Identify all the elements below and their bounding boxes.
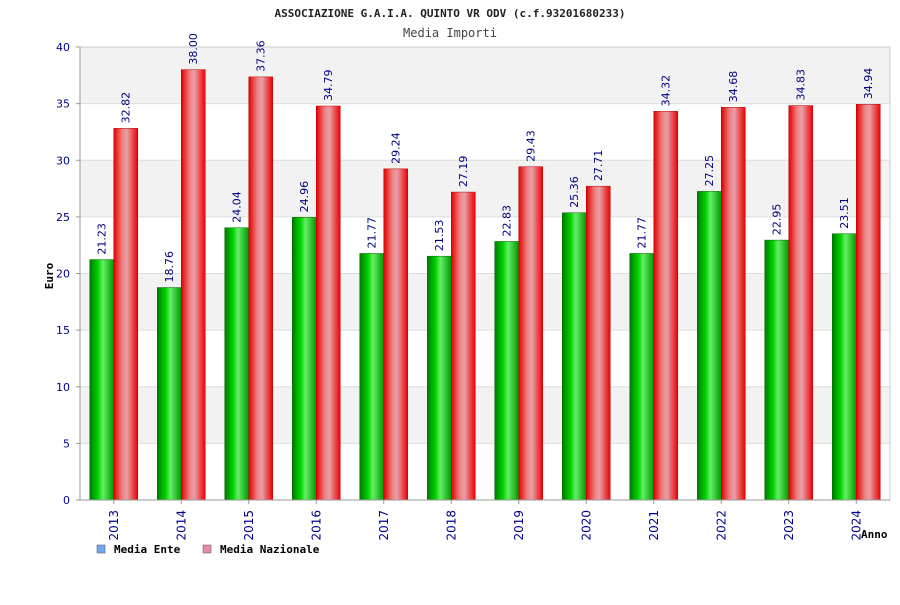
grid-band [80, 443, 890, 500]
grid-band [80, 47, 890, 104]
bar-nazionale [788, 105, 813, 501]
data-label-nazionale: 34.94 [862, 68, 875, 100]
grid-band [80, 103, 890, 161]
x-tick-label: 2015 [242, 510, 256, 541]
grid-band [80, 386, 890, 444]
x-tick-label: 2019 [512, 510, 526, 541]
x-tick-label: 2014 [174, 510, 188, 541]
bar-nazionale [181, 69, 206, 501]
data-label-nazionale: 32.82 [120, 92, 133, 124]
x-tick-label: 2022 [714, 510, 728, 541]
legend-label-ente: Media Ente [114, 543, 181, 556]
y-tick-label: 10 [56, 381, 70, 394]
y-tick-label: 35 [56, 98, 70, 111]
y-tick-label: 25 [56, 211, 70, 224]
x-tick-label: 2020 [579, 510, 593, 541]
data-label-nazionale: 29.43 [525, 130, 538, 162]
bar-ente [427, 255, 452, 501]
x-tick-label: 2016 [309, 510, 323, 541]
data-label-nazionale: 34.68 [727, 71, 740, 103]
x-tick-label: 2021 [647, 510, 661, 541]
bar-nazionale [451, 191, 476, 501]
x-tick-label: 2013 [107, 510, 121, 541]
bars [89, 69, 881, 501]
x-tick-label: 2023 [782, 510, 796, 541]
data-label-nazionale: 34.83 [795, 69, 808, 101]
data-labels: 21.23 32.82 18.76 38.00 24.04 37.36 24.96 34.79… [96, 33, 876, 282]
y-tick-label: 20 [56, 268, 70, 281]
legend: Media Ente Media Nazionale [96, 543, 320, 556]
grid-bands [80, 47, 890, 500]
y-axis-label: Euro [43, 262, 56, 289]
legend-swatch-nazionale [202, 544, 212, 554]
bar-ente [494, 241, 519, 501]
data-label-nazionale: 34.79 [322, 70, 335, 102]
bar-nazionale [856, 104, 881, 501]
bar-ente [562, 212, 587, 501]
data-label-nazionale: 37.36 [255, 40, 268, 72]
data-label-ente: 23.51 [838, 197, 851, 229]
legend-swatch-ente [96, 544, 106, 554]
bar-ente [697, 191, 722, 501]
y-tick-label: 40 [56, 41, 70, 54]
data-label-nazionale: 38.00 [187, 33, 200, 65]
data-label-nazionale: 29.24 [390, 132, 403, 164]
bar-nazionale [653, 111, 678, 501]
data-label-ente: 22.95 [771, 204, 784, 236]
data-label-ente: 21.23 [96, 223, 109, 255]
data-label-ente: 25.36 [568, 176, 581, 208]
y-tick-label: 5 [63, 437, 70, 450]
x-tick-label: 2024 [849, 510, 863, 541]
bar-ente [764, 239, 789, 501]
data-label-ente: 22.83 [501, 205, 514, 237]
bar-nazionale [383, 168, 408, 501]
data-label-ente: 24.04 [231, 191, 244, 223]
chart-subtitle: Media Importi [403, 26, 497, 40]
data-label-ente: 24.96 [298, 181, 311, 213]
bar-ente [157, 287, 182, 501]
grid-band [80, 330, 890, 387]
x-tick-label: 2017 [377, 510, 391, 541]
bar-ente [359, 253, 384, 501]
data-label-ente: 27.25 [703, 155, 716, 187]
y-axis-ticks: 0 5 10 15 20 25 30 35 40 [56, 41, 80, 507]
x-axis-ticks: 2013 2014 2015 2016 2017 2018 2019 2020 2021 2022… [107, 500, 863, 541]
bar-nazionale [518, 166, 543, 501]
data-label-ente: 21.53 [433, 220, 446, 252]
data-label-nazionale: 27.71 [592, 150, 605, 182]
bar-nazionale [721, 106, 746, 501]
bar-nazionale [586, 185, 611, 501]
y-tick-label: 15 [56, 324, 70, 337]
x-axis-label: Anno [861, 528, 888, 541]
bar-ente [629, 253, 654, 501]
grid-band [80, 273, 890, 331]
data-label-ente: 21.77 [636, 217, 649, 249]
legend-label-nazionale: Media Nazionale [220, 543, 320, 556]
x-tick-label: 2018 [444, 510, 458, 541]
grid-band [80, 160, 890, 217]
bar-ente [224, 227, 249, 501]
data-label-ente: 18.76 [163, 251, 176, 283]
y-tick-label: 30 [56, 154, 70, 167]
data-label-nazionale: 27.19 [457, 156, 470, 188]
y-tick-label: 0 [63, 494, 70, 507]
data-label-ente: 21.77 [366, 217, 379, 249]
bar-nazionale [248, 76, 273, 501]
bar-ente [89, 259, 114, 501]
bar-ente [832, 233, 857, 501]
data-label-nazionale: 34.32 [660, 75, 673, 107]
bar-ente [292, 217, 317, 501]
bar-nazionale [316, 105, 341, 501]
bar-nazionale [113, 128, 138, 501]
chart-title: ASSOCIAZIONE G.A.I.A. QUINTO VR ODV (c.f… [275, 7, 626, 20]
grid-band [80, 216, 890, 274]
